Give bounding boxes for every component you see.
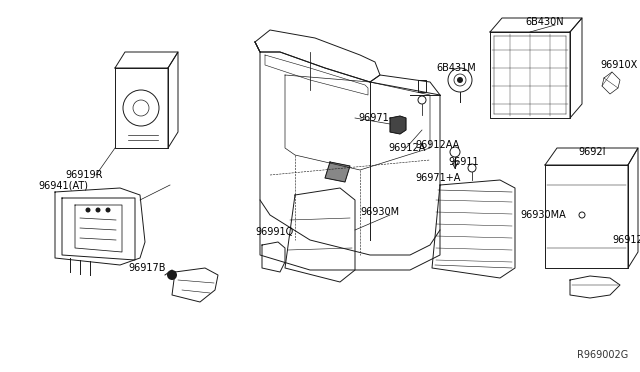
Text: 96912N: 96912N (612, 235, 640, 245)
Text: 96912AA: 96912AA (415, 140, 460, 150)
Circle shape (457, 77, 463, 83)
Text: R969002G: R969002G (577, 350, 628, 360)
Text: 96930MA: 96930MA (520, 210, 566, 220)
Polygon shape (325, 162, 350, 182)
Circle shape (167, 270, 177, 280)
Text: 96971: 96971 (358, 113, 388, 123)
Circle shape (86, 208, 90, 212)
Text: 96971+A: 96971+A (415, 173, 460, 183)
Polygon shape (390, 116, 406, 134)
Text: 96917B: 96917B (128, 263, 166, 273)
Text: 6B431M: 6B431M (436, 63, 476, 73)
Circle shape (106, 208, 111, 212)
Text: 96919R: 96919R (65, 170, 102, 180)
Text: 96910X: 96910X (600, 60, 637, 70)
Text: 96912A: 96912A (388, 143, 426, 153)
Text: 96930M: 96930M (360, 207, 399, 217)
Text: 6B430N: 6B430N (525, 17, 564, 27)
Text: 96941(AT): 96941(AT) (38, 180, 88, 190)
Text: 96911: 96911 (448, 157, 479, 167)
Text: 9692I: 9692I (578, 147, 605, 157)
Text: 96991Q: 96991Q (255, 227, 293, 237)
Circle shape (95, 208, 100, 212)
